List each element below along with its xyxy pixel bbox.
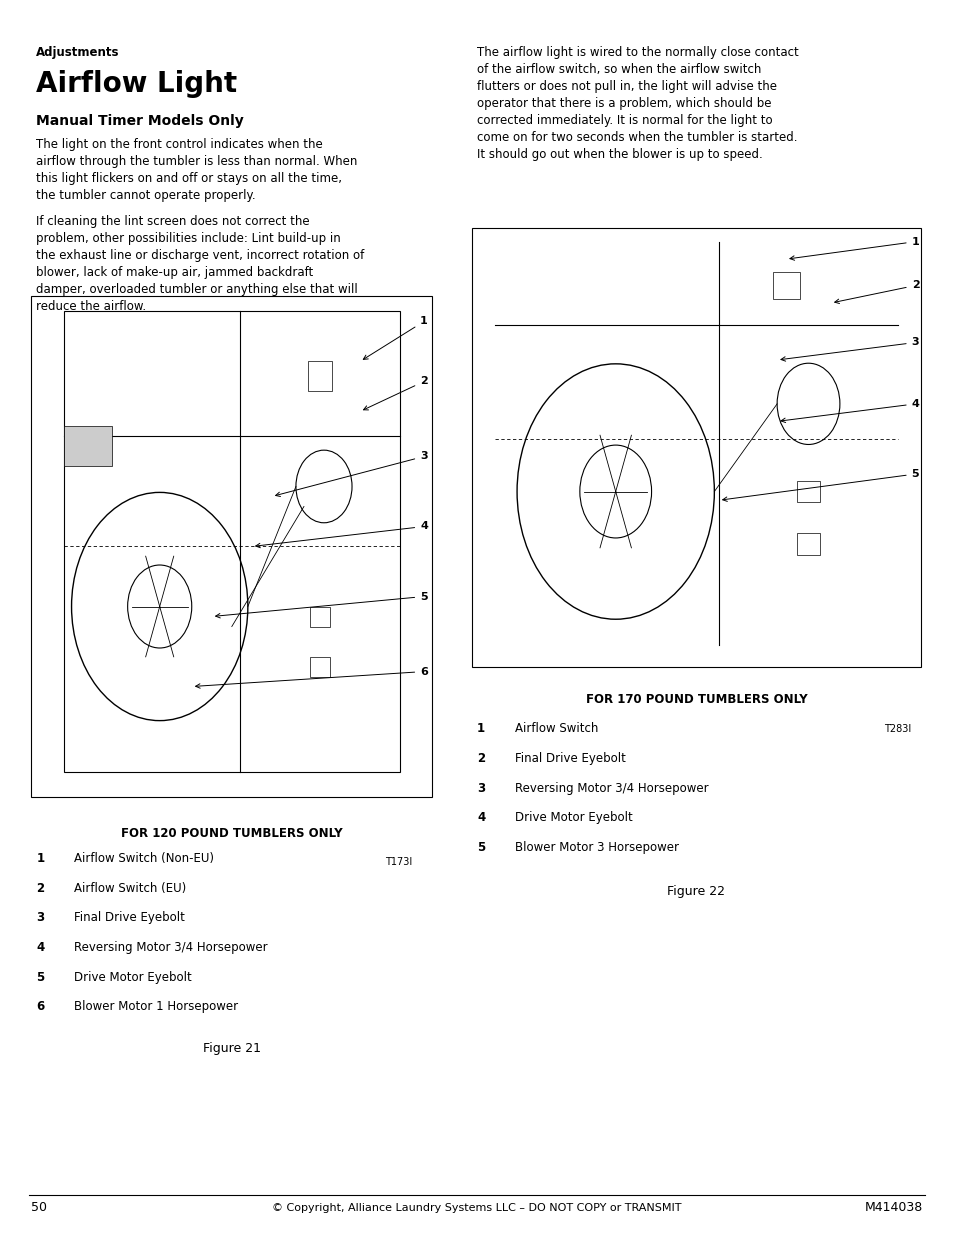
Text: Figure 21: Figure 21 [203, 1042, 260, 1056]
Bar [772, 273, 799, 299]
Text: M414038: M414038 [863, 1202, 922, 1214]
Text: 2: 2 [834, 280, 919, 304]
Text: 1: 1 [789, 237, 919, 261]
Bar [797, 480, 819, 503]
Text: FOR 170 POUND TUMBLERS ONLY: FOR 170 POUND TUMBLERS ONLY [585, 693, 806, 706]
Text: Reversing Motor 3/4 Horsepower: Reversing Motor 3/4 Horsepower [74, 941, 268, 955]
Text: 3: 3 [476, 782, 485, 795]
Bar [310, 657, 330, 677]
FancyBboxPatch shape [31, 296, 432, 797]
Text: Drive Motor Eyebolt: Drive Motor Eyebolt [515, 811, 632, 825]
Text: 1: 1 [36, 852, 45, 866]
Text: 3: 3 [781, 337, 919, 361]
Text: 5: 5 [215, 592, 427, 618]
Text: 6: 6 [36, 1000, 45, 1014]
Text: The airflow light is wired to the normally close contact
of the airflow switch, : The airflow light is wired to the normal… [476, 46, 798, 161]
Text: 4: 4 [781, 399, 919, 422]
Bar [797, 534, 819, 555]
Text: Figure 22: Figure 22 [667, 885, 724, 899]
Bar [64, 426, 112, 467]
Text: Blower Motor 3 Horsepower: Blower Motor 3 Horsepower [515, 841, 679, 855]
Text: 5: 5 [722, 469, 919, 501]
Text: 4: 4 [476, 811, 485, 825]
Text: 2: 2 [476, 752, 485, 766]
Text: 4: 4 [255, 521, 428, 548]
Text: Airflow Switch (Non-EU): Airflow Switch (Non-EU) [74, 852, 214, 866]
Text: 1: 1 [476, 722, 485, 736]
Text: 5: 5 [476, 841, 485, 855]
Text: Blower Motor 1 Horsepower: Blower Motor 1 Horsepower [74, 1000, 238, 1014]
Text: 4: 4 [36, 941, 45, 955]
Text: T173I: T173I [384, 857, 412, 867]
Text: © Copyright, Alliance Laundry Systems LLC – DO NOT COPY or TRANSMIT: © Copyright, Alliance Laundry Systems LL… [272, 1203, 681, 1213]
Text: FOR 120 POUND TUMBLERS ONLY: FOR 120 POUND TUMBLERS ONLY [121, 826, 342, 840]
Text: 2: 2 [363, 377, 428, 410]
Text: 5: 5 [36, 971, 45, 984]
Text: Final Drive Eyebolt: Final Drive Eyebolt [515, 752, 625, 766]
Text: 3: 3 [36, 911, 45, 925]
Text: Manual Timer Models Only: Manual Timer Models Only [36, 114, 244, 127]
Text: Adjustments: Adjustments [36, 46, 120, 59]
Text: Drive Motor Eyebolt: Drive Motor Eyebolt [74, 971, 192, 984]
Text: Airflow Light: Airflow Light [36, 70, 237, 99]
Text: T283I: T283I [883, 724, 911, 734]
Bar [308, 362, 332, 391]
Text: Airflow Switch: Airflow Switch [515, 722, 598, 736]
Text: Reversing Motor 3/4 Horsepower: Reversing Motor 3/4 Horsepower [515, 782, 708, 795]
Text: 50: 50 [31, 1202, 48, 1214]
Text: 6: 6 [195, 667, 428, 688]
Text: Airflow Switch (EU): Airflow Switch (EU) [74, 882, 187, 895]
Text: 2: 2 [36, 882, 45, 895]
Bar [310, 606, 330, 626]
Text: If cleaning the lint screen does not correct the
problem, other possibilities in: If cleaning the lint screen does not cor… [36, 215, 364, 312]
Text: 1: 1 [363, 316, 428, 359]
Text: Final Drive Eyebolt: Final Drive Eyebolt [74, 911, 185, 925]
FancyBboxPatch shape [472, 228, 920, 667]
Text: 3: 3 [275, 452, 427, 496]
Text: The light on the front control indicates when the
airflow through the tumbler is: The light on the front control indicates… [36, 138, 357, 203]
